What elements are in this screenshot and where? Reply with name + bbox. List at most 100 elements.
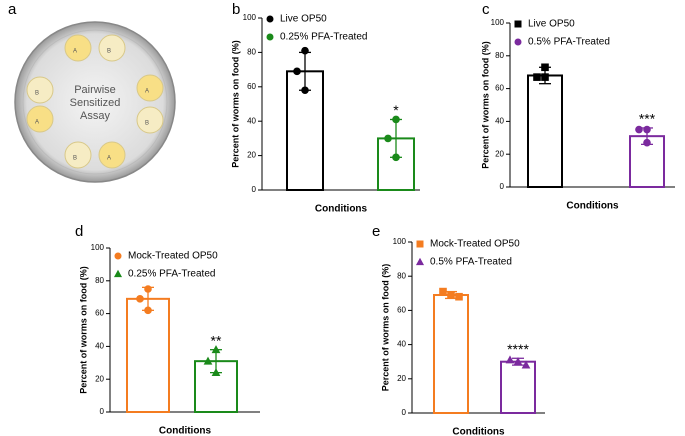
spot-label: B	[35, 91, 39, 97]
data-point	[505, 355, 515, 364]
y-tick-label: 80	[397, 271, 406, 280]
x-axis-label: Conditions	[159, 426, 212, 436]
data-point	[541, 63, 549, 72]
y-tick-label: 0	[402, 408, 407, 417]
panel-letter: b	[232, 1, 240, 18]
legend-marker	[514, 38, 522, 46]
legend-label: Mock-Treated OP50	[430, 239, 520, 250]
x-axis-label: Conditions	[315, 204, 368, 215]
panel-letter: a	[8, 1, 17, 18]
legend-marker	[266, 33, 274, 41]
y-tick-label: 40	[95, 342, 104, 351]
legend-label: Live OP50	[280, 14, 327, 25]
data-point	[447, 291, 455, 299]
food-spot	[98, 141, 126, 169]
y-tick-label: 0	[100, 407, 105, 416]
legend-label: Live OP50	[528, 19, 575, 30]
y-tick-label: 0	[500, 182, 505, 191]
y-tick-label: 80	[95, 276, 104, 285]
legend-label: 0.25% PFA-Treated	[280, 32, 367, 43]
spot-label: B	[73, 156, 77, 162]
food-spot	[26, 105, 54, 133]
legend-label: 0.5% PFA-Treated	[430, 257, 512, 268]
y-tick-label: 100	[243, 13, 257, 22]
data-point	[211, 368, 221, 377]
y-tick-label: 80	[247, 48, 256, 57]
y-axis-label: Percent of worms on food (%)	[480, 41, 490, 169]
chart-panel: c Percent of worms on food (%) Conditions 0…	[480, 1, 675, 212]
bar	[500, 360, 536, 415]
center-text: Sensitized	[70, 97, 121, 109]
legend-marker	[416, 240, 424, 248]
legend-marker	[114, 252, 122, 260]
data-point	[144, 306, 152, 315]
bar	[527, 74, 563, 188]
y-axis-label: Percent of worms on food (%)	[380, 264, 390, 392]
dish-rim	[22, 29, 168, 175]
food-spot	[136, 106, 164, 134]
data-point	[439, 287, 447, 296]
data-point	[301, 86, 309, 95]
y-tick-label: 80	[495, 51, 504, 60]
food-spot	[64, 34, 92, 62]
data-point	[384, 134, 392, 143]
data-point	[392, 115, 400, 124]
bar	[433, 294, 469, 415]
center-text: Pairwise	[74, 84, 116, 96]
food-spot	[26, 76, 54, 104]
data-point	[635, 125, 643, 134]
y-axis-label: Percent of worms on food (%)	[78, 266, 88, 394]
data-point	[136, 295, 144, 303]
data-point	[533, 73, 541, 81]
food-spot	[64, 141, 92, 169]
y-tick-label: 100	[91, 243, 105, 252]
y-tick-label: 40	[397, 340, 406, 349]
chart-panel: d Percent of worms on food (%) Conditions 0…	[75, 223, 260, 436]
chart-panel: e Percent of worms on food (%) Conditions 0…	[372, 223, 545, 436]
y-tick-label: 0	[252, 185, 257, 194]
legend-marker	[514, 20, 522, 28]
data-point	[203, 356, 213, 365]
y-tick-label: 60	[397, 306, 406, 315]
legend-label: Mock-Treated OP50	[128, 251, 218, 262]
x-axis-label: Conditions	[452, 427, 505, 436]
significance: **	[211, 332, 222, 348]
y-tick-label: 20	[95, 374, 104, 383]
y-tick-label: 60	[247, 82, 256, 91]
y-tick-label: 20	[495, 149, 504, 158]
bar	[126, 297, 170, 413]
center-text: Assay	[80, 110, 110, 122]
x-axis-label: Conditions	[566, 201, 619, 212]
data-point	[643, 125, 651, 134]
data-point	[293, 67, 301, 76]
spot-label: A	[73, 49, 77, 55]
food-spot	[98, 34, 126, 62]
panel-a: a	[8, 1, 176, 183]
significance: ****	[507, 341, 529, 357]
panel-letter: d	[75, 223, 83, 240]
spot-label: A	[107, 156, 111, 162]
significance: *	[393, 102, 399, 118]
legend-marker	[113, 269, 123, 278]
food-spot	[136, 74, 164, 102]
legend-marker	[266, 15, 274, 23]
legend-label: 0.25% PFA-Treated	[128, 269, 215, 280]
spot-label: B	[107, 49, 111, 55]
data-point	[513, 357, 523, 366]
petri-dish	[14, 21, 176, 183]
panel-letter: c	[482, 1, 490, 18]
data-point	[521, 360, 531, 369]
data-point	[455, 292, 463, 301]
y-tick-label: 100	[393, 237, 407, 246]
y-tick-label: 60	[95, 309, 104, 318]
legend-marker	[415, 257, 425, 266]
panel-letter: e	[372, 223, 380, 240]
y-tick-label: 100	[491, 18, 505, 27]
data-point	[541, 73, 549, 81]
y-axis-label: Percent of worms on food (%)	[230, 40, 240, 168]
data-point	[211, 345, 221, 354]
y-tick-label: 40	[495, 117, 504, 126]
y-tick-label: 20	[247, 151, 256, 160]
data-point	[144, 285, 152, 293]
